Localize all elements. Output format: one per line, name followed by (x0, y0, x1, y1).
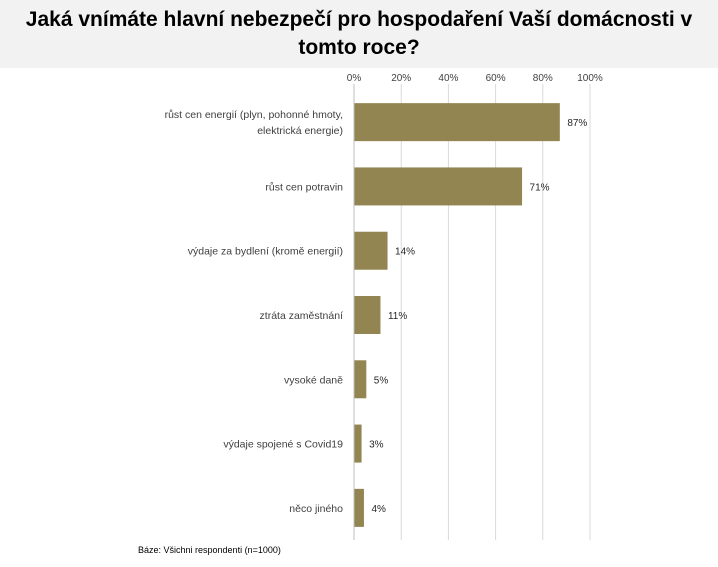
x-tick-label: 60% (486, 73, 506, 84)
data-label: 5% (374, 375, 389, 386)
category-label: výdaje za bydlení (kromě energií) (188, 246, 343, 258)
bar (354, 167, 523, 206)
bar (354, 103, 560, 142)
data-label: 87% (567, 118, 587, 129)
x-tick-label: 20% (391, 73, 411, 84)
category-label: ztráta zaměstnání (260, 310, 344, 322)
bar (354, 231, 388, 270)
category-label: výdaje spojené s Covid19 (223, 439, 343, 451)
chart-title: Jaká vnímáte hlavní nebezpečí pro hospod… (25, 8, 693, 59)
bar (354, 424, 362, 463)
data-label: 3% (369, 440, 384, 451)
category-label: růst cen potravin (265, 181, 343, 193)
bar (354, 360, 367, 399)
bar (354, 296, 381, 334)
category-label: vysoké daně (284, 374, 343, 386)
x-tick-label: 80% (533, 73, 553, 84)
category-label: růst cen energií (plyn, pohonné hmoty, el… (165, 109, 343, 137)
x-tick-label: 0% (347, 73, 362, 84)
bar (354, 488, 364, 527)
data-label: 11% (388, 311, 407, 322)
title-banner: Jaká vnímáte hlavní nebezpečí pro hospod… (0, 0, 718, 68)
data-label: 4% (371, 504, 386, 515)
bar-chart: 0% 20% 40% 60% 80% 100% 87% růst cen energií (p… (165, 73, 603, 540)
x-tick-label: 100% (577, 73, 603, 84)
base-footnote: Báze: Všichni respondenti (n=1000) (138, 545, 281, 555)
x-tick-label: 40% (438, 73, 458, 84)
data-label: 14% (395, 247, 415, 258)
data-label: 71% (530, 182, 550, 193)
category-label: něco jiného (289, 503, 343, 515)
